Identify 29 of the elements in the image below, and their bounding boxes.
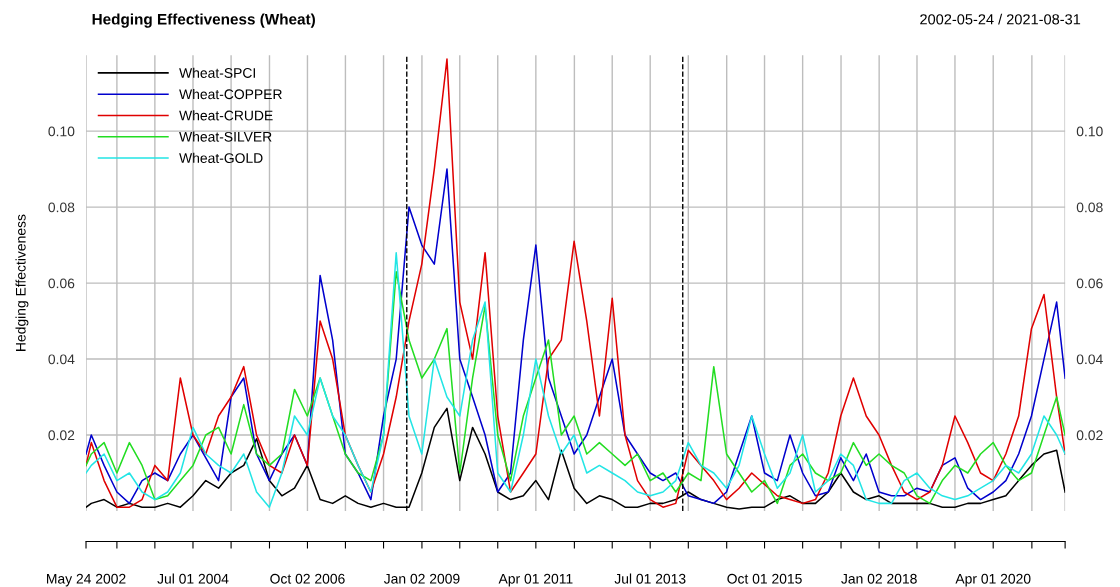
legend-label: Wheat-COPPER xyxy=(179,88,282,100)
x-tick-label: May 24 2002 xyxy=(47,573,126,587)
y-tick-label: 0.02 xyxy=(48,430,75,441)
line-series xyxy=(86,168,1066,505)
legend-label: Wheat-SILVER xyxy=(179,131,272,142)
legend-label: Wheat-GOLD xyxy=(179,152,263,163)
y-tick-label: 0.04 xyxy=(48,354,75,365)
y-tick-label: 0.08 xyxy=(48,202,75,213)
y2-tick-label: 0.08 xyxy=(1076,202,1103,213)
x-tick-label: Oct 02 2006 xyxy=(270,573,345,584)
y-tick-label: 0.10 xyxy=(48,126,75,137)
x-tick-label: Oct 01 2015 xyxy=(727,573,802,584)
x-tick-label: Jan 02 2009 xyxy=(383,573,460,584)
y-axis-title: Hedging Effectiveness xyxy=(15,214,29,351)
x-tick-label: Apr 01 2011 xyxy=(498,573,573,587)
text: 2002-05-24 / 2021-08-31 xyxy=(920,13,1081,25)
y2-tick-label: 0.06 xyxy=(1076,278,1103,289)
y-tick-label: 0.06 xyxy=(48,278,75,289)
y2-tick-label: 0.04 xyxy=(1076,354,1103,365)
legend-label: Wheat-SPCI xyxy=(179,67,255,78)
line-series xyxy=(86,58,1066,508)
chart-title: Hedging Effectiveness (Wheat) xyxy=(92,13,315,28)
legend-label: Wheat-CRUDE xyxy=(179,110,273,121)
y2-tick-label: 0.02 xyxy=(1076,430,1103,441)
x-tick-label: Jul 01 2004 xyxy=(157,573,229,584)
x-tick-label: Jan 02 2018 xyxy=(841,573,917,584)
x-tick-label: Apr 01 2020 xyxy=(955,573,1031,587)
x-tick-label: Jul 01 2013 xyxy=(614,573,686,584)
y2-tick-label: 0.10 xyxy=(1076,126,1103,137)
